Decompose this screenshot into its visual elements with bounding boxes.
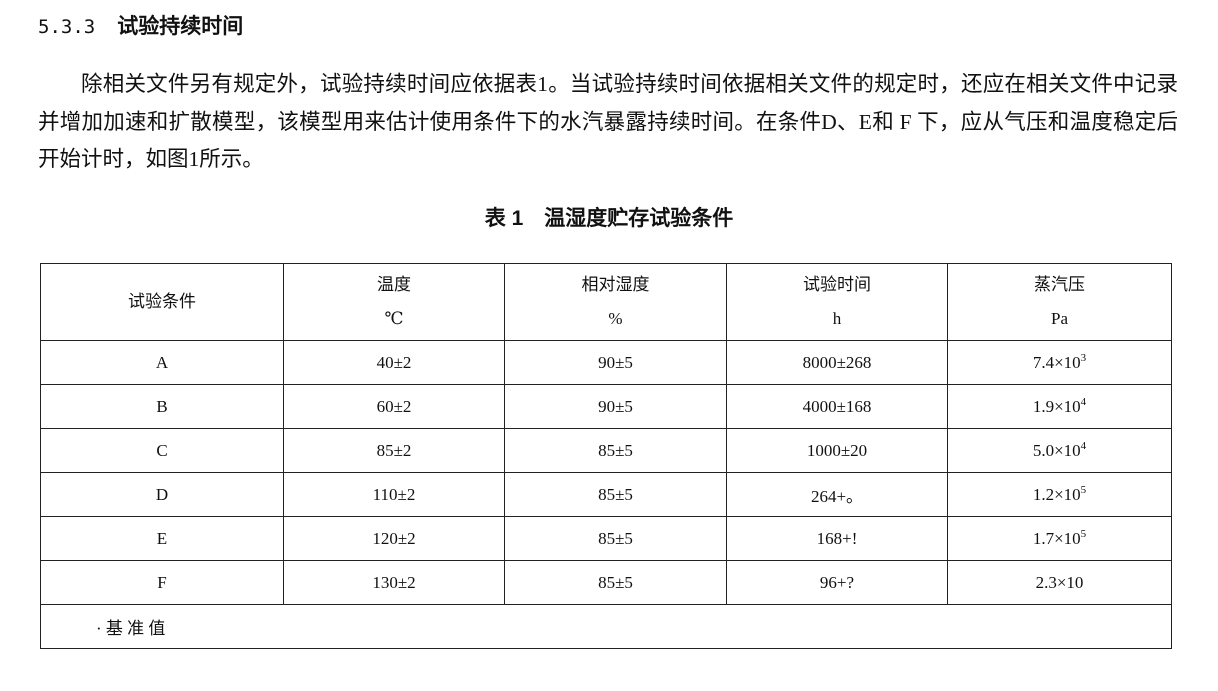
header-cell: 温度 ℃ bbox=[283, 263, 505, 341]
section-heading: 5.3.3 试验持续时间 bbox=[38, 10, 243, 40]
cell-temp: 110±2 bbox=[283, 472, 505, 517]
cell-cond: D bbox=[40, 472, 284, 517]
header-cell: 试验条件 bbox=[40, 263, 284, 341]
body-paragraph: 除相关文件另有规定外，试验持续时间应依据表1。当试验持续时间依据相关文件的规定时… bbox=[38, 72, 1178, 171]
table-header-row: 试验条件 温度 ℃ 相对湿度% 试验时间 h 蒸汽压 Pa bbox=[40, 263, 1172, 341]
table-row: F 130±2 85±5 96+? 2.3×10 bbox=[40, 560, 1172, 605]
cell-rh: 85±5 bbox=[504, 516, 727, 561]
cell-temp: 130±2 bbox=[283, 560, 505, 605]
table-row: E 120±2 85±5 168+! 1.7×105 bbox=[40, 516, 1172, 561]
cell-pa: 1.2×105 bbox=[947, 472, 1172, 517]
header-cell: 相对湿度% bbox=[504, 263, 727, 341]
header-cell: 试验时间 h bbox=[726, 263, 948, 341]
cell-rh: 85±5 bbox=[504, 428, 727, 473]
cell-temp: 60±2 bbox=[283, 384, 505, 429]
cell-cond: E bbox=[40, 516, 284, 561]
table-footnote-row: · 基 准 值 bbox=[40, 604, 1172, 649]
cell-time: 264+。 bbox=[726, 472, 948, 517]
table-footnote: · 基 准 值 bbox=[40, 604, 1172, 649]
section-number: 5.3.3 bbox=[38, 16, 96, 38]
cell-pa: 5.0×104 bbox=[947, 428, 1172, 473]
cell-temp: 40±2 bbox=[283, 340, 505, 385]
cell-cond: F bbox=[40, 560, 284, 605]
cell-time: 8000±268 bbox=[726, 340, 948, 385]
cell-cond: B bbox=[40, 384, 284, 429]
table-row: C 85±2 85±5 1000±20 5.0×104 bbox=[40, 428, 1172, 473]
cell-time: 1000±20 bbox=[726, 428, 948, 473]
cell-time: 96+? bbox=[726, 560, 948, 605]
cell-rh: 90±5 bbox=[504, 384, 727, 429]
cell-rh: 85±5 bbox=[504, 560, 727, 605]
cell-temp: 85±2 bbox=[283, 428, 505, 473]
table-row: A 40±2 90±5 8000±268 7.4×103 bbox=[40, 340, 1172, 385]
table-row: D 110±2 85±5 264+。 1.2×105 bbox=[40, 472, 1172, 517]
cell-pa: 1.9×104 bbox=[947, 384, 1172, 429]
table-row: B 60±2 90±5 4000±168 1.9×104 bbox=[40, 384, 1172, 429]
cell-time: 168+! bbox=[726, 516, 948, 561]
table-title: 表 1 温湿度贮存试验条件 bbox=[484, 207, 734, 230]
cell-pa: 7.4×103 bbox=[947, 340, 1172, 385]
cell-rh: 85±5 bbox=[504, 472, 727, 517]
cell-rh: 90±5 bbox=[504, 340, 727, 385]
cell-temp: 120±2 bbox=[283, 516, 505, 561]
cell-pa: 1.7×105 bbox=[947, 516, 1172, 561]
header-cell: 蒸汽压 Pa bbox=[947, 263, 1172, 341]
section-title: 试验持续时间 bbox=[117, 15, 244, 38]
cell-cond: C bbox=[40, 428, 284, 473]
cell-time: 4000±168 bbox=[726, 384, 948, 429]
cell-pa: 2.3×10 bbox=[947, 560, 1172, 605]
cell-cond: A bbox=[40, 340, 284, 385]
test-conditions-table: 试验条件 温度 ℃ 相对湿度% 试验时间 h 蒸汽压 Pa A 40±2 90±5 8000… bbox=[40, 263, 1172, 649]
